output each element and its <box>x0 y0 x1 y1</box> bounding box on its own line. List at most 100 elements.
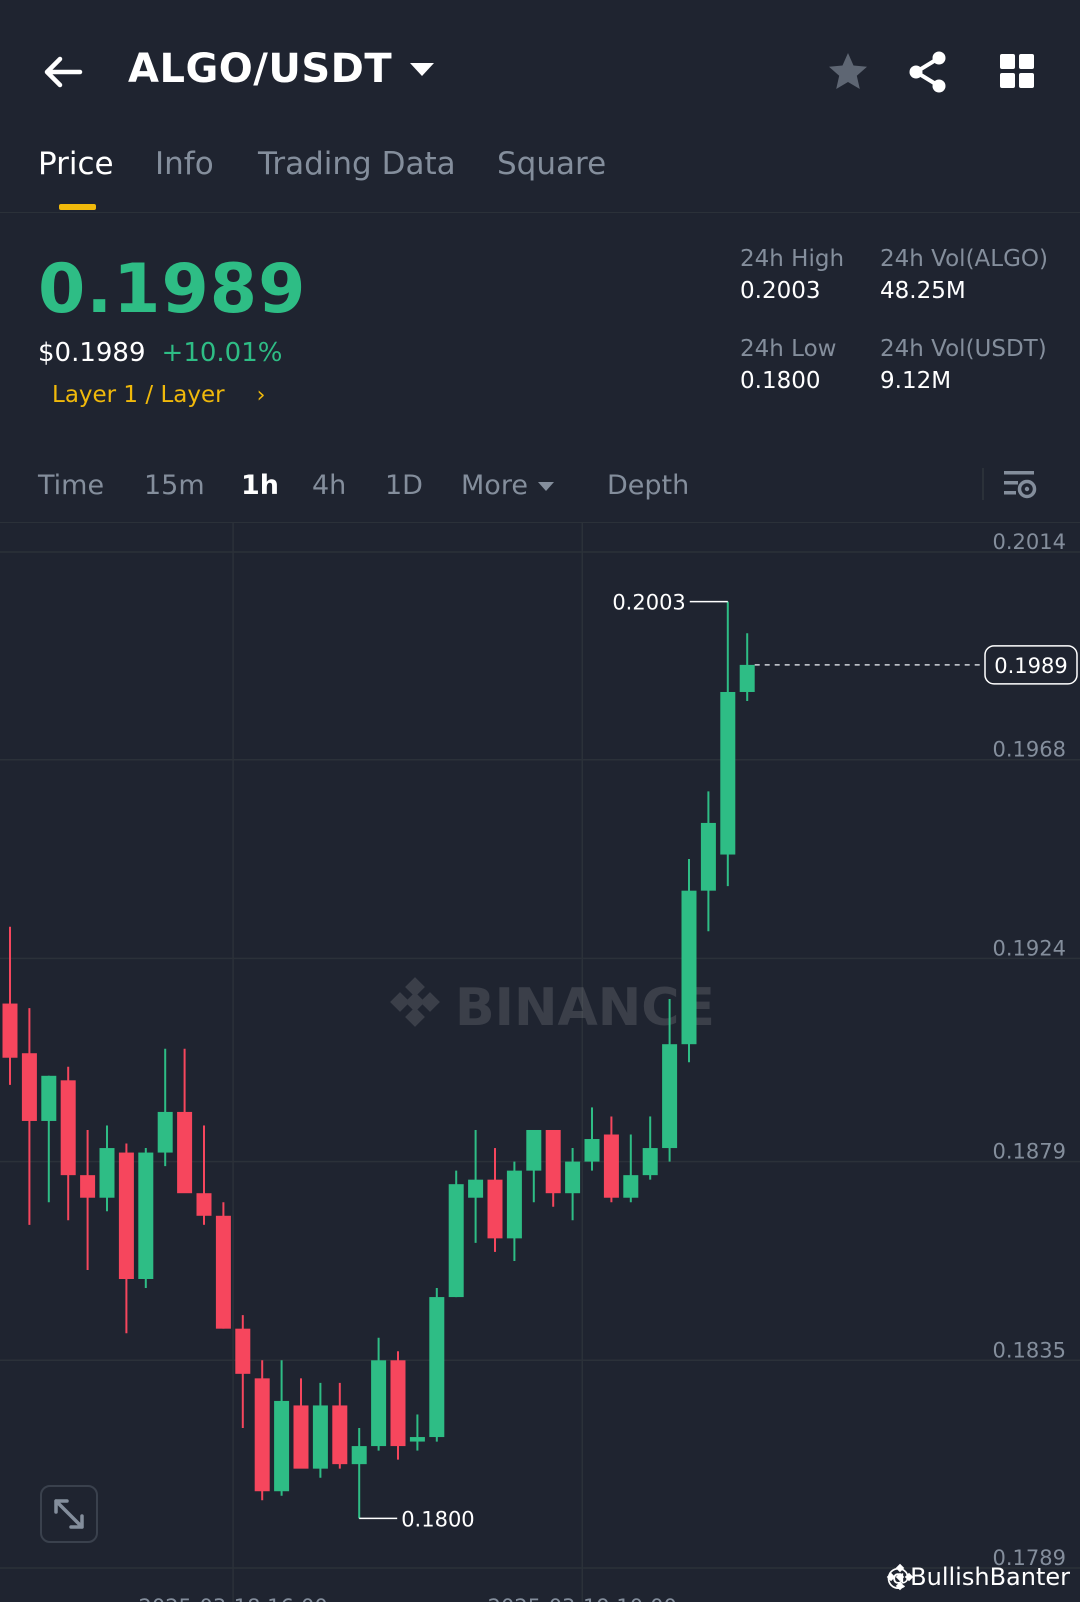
candle-up <box>41 1075 57 1121</box>
binance-logo-icon <box>886 1563 914 1591</box>
star-icon <box>829 53 867 89</box>
tab-depth[interactable]: Depth <box>607 470 690 501</box>
candle-down <box>603 1134 619 1198</box>
y-tick-label: 0.1924 <box>993 936 1066 960</box>
candle-up <box>138 1152 154 1280</box>
chart-settings-button[interactable] <box>1000 465 1040 505</box>
binance-watermark: BINANCE <box>390 977 715 1038</box>
grid-icon <box>1000 54 1034 88</box>
chevron-right-icon: › <box>256 382 266 408</box>
price-sub-row: $0.1989 +10.01% <box>38 338 282 368</box>
candle-down <box>21 1053 37 1121</box>
caret-down-icon <box>537 482 554 491</box>
y-tick-label: 0.1879 <box>993 1140 1066 1164</box>
watermark-text: BINANCE <box>455 978 715 1038</box>
candle-up <box>157 1111 173 1153</box>
y-tick-label: 0.1789 <box>993 1546 1066 1570</box>
x-tick-label: 2025-03-19 10:00 <box>488 1595 677 1602</box>
candle-down <box>545 1129 561 1194</box>
y-tick-label: 0.1968 <box>993 738 1066 762</box>
more-label: More <box>461 470 528 501</box>
stat-label: 24h Vol(ALGO) <box>880 246 1048 272</box>
interval-more[interactable]: More <box>461 470 554 501</box>
last-price-badge <box>984 645 1078 685</box>
sector-link[interactable]: Layer 1 / Layer › <box>52 382 265 408</box>
candlestick-chart[interactable]: 0.2014 0.1968 0.1924 0.1879 0.1835 0.1789 2025… <box>0 523 1080 1602</box>
candle-down <box>332 1405 348 1465</box>
back-button[interactable] <box>40 48 88 96</box>
candle-down <box>2 1003 18 1058</box>
candle-up <box>371 1360 387 1447</box>
interval-15m[interactable]: 15m <box>144 470 205 501</box>
candle-up <box>448 1184 464 1298</box>
chart-canvas: 0.2014 0.1968 0.1924 0.1879 0.1835 0.1789 2025… <box>0 523 1080 1602</box>
interval-bar: Time 15m 1h 4h 1D More Depth <box>0 450 1080 523</box>
candle-up <box>429 1297 445 1438</box>
top-header: ALGO/USDT <box>0 0 1080 140</box>
min-price-label: 0.1800 <box>401 1507 474 1531</box>
binance-watermark-logo-icon <box>390 977 440 1027</box>
interval-4h[interactable]: 4h <box>312 470 347 501</box>
interval-time[interactable]: Time <box>38 470 105 501</box>
interval-1d[interactable]: 1D <box>385 470 423 501</box>
stat-value: 48.25M <box>880 278 966 304</box>
stat-value: 0.2003 <box>740 278 821 304</box>
candle-down <box>390 1360 406 1447</box>
candle-up <box>99 1148 115 1198</box>
tab-trading-data[interactable]: Trading Data <box>258 146 456 182</box>
candle-up <box>720 691 736 855</box>
interval-1h[interactable]: 1h <box>241 470 280 501</box>
candle-down <box>118 1152 134 1280</box>
candle-down <box>177 1111 193 1194</box>
candle-up <box>312 1405 328 1469</box>
candle-up <box>739 664 755 692</box>
candle-up <box>662 1044 678 1149</box>
stat-24h-vol-base: 24h Vol(ALGO) 48.25M <box>880 246 1048 304</box>
stat-24h-high: 24h High 0.2003 <box>740 246 844 304</box>
expand-icon <box>54 1499 84 1529</box>
candle-down <box>60 1080 76 1176</box>
pair-title: ALGO/USDT <box>128 46 393 92</box>
stat-24h-vol-quote: 24h Vol(USDT) 9.12M <box>880 336 1047 394</box>
grid-menu-button[interactable] <box>994 48 1042 96</box>
stat-24h-low: 24h Low 0.1800 <box>740 336 836 394</box>
candle-down <box>254 1378 270 1492</box>
tab-info[interactable]: Info <box>155 146 214 182</box>
divider <box>982 468 984 500</box>
y-tick-label: 0.2014 <box>993 530 1066 554</box>
watermark-username: @BullishBanter <box>886 1563 1070 1591</box>
share-button[interactable] <box>904 48 952 96</box>
sector-label: Layer 1 / Layer <box>52 382 225 408</box>
candle-up <box>351 1446 367 1465</box>
chevron-down-icon <box>410 62 435 76</box>
candle-up <box>565 1161 581 1194</box>
main-tabs: Price Info Trading Data Square <box>0 140 1080 213</box>
price-change: +10.01% <box>161 338 283 368</box>
candle-up <box>681 890 697 1045</box>
favorite-button[interactable] <box>824 48 872 96</box>
candle-down <box>80 1175 96 1198</box>
candle-down <box>293 1405 309 1469</box>
candle-up <box>468 1179 484 1198</box>
tab-square[interactable]: Square <box>497 146 607 182</box>
candle-up <box>274 1400 290 1492</box>
max-price-label: 0.2003 <box>612 591 685 615</box>
tab-price[interactable]: Price <box>38 146 114 182</box>
stat-label: 24h Vol(USDT) <box>880 336 1047 362</box>
share-icon <box>909 51 946 93</box>
candle-up <box>526 1129 542 1171</box>
chart-settings-icon <box>1004 471 1037 499</box>
candle-up <box>409 1437 425 1442</box>
candle-up <box>506 1170 522 1239</box>
usd-price: $0.1989 <box>38 338 146 368</box>
candle-up <box>642 1148 658 1176</box>
candle-up <box>584 1139 600 1162</box>
pair-selector[interactable]: ALGO/USDT <box>128 46 435 92</box>
candle-down <box>487 1179 503 1239</box>
x-tick-label: 2025-03-18 16:00 <box>138 1595 327 1602</box>
active-tab-indicator <box>59 204 96 210</box>
fullscreen-button[interactable] <box>40 1485 98 1543</box>
arrow-left-icon <box>44 56 83 88</box>
candle-up <box>623 1175 639 1198</box>
